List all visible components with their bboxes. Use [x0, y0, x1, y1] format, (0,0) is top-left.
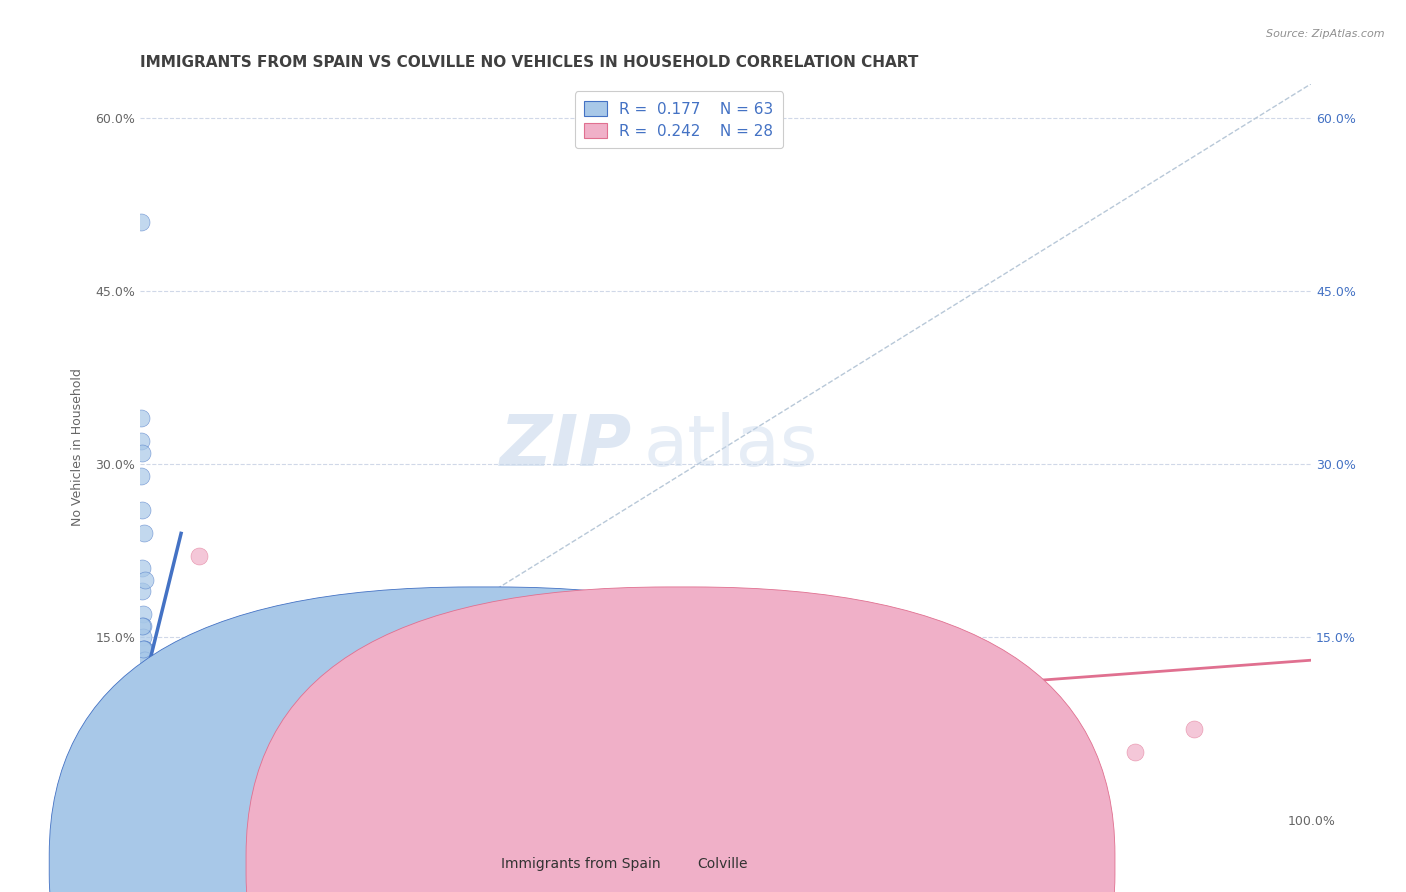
Point — [139, 699, 162, 714]
Point — [655, 746, 678, 760]
Point — [129, 215, 152, 229]
Point — [136, 699, 159, 714]
Point — [148, 723, 170, 737]
Point — [187, 549, 209, 564]
Point — [131, 561, 153, 575]
Point — [1007, 734, 1029, 748]
Point — [138, 699, 160, 714]
Point — [134, 688, 156, 702]
Point — [131, 584, 153, 599]
Text: atlas: atlas — [644, 412, 818, 482]
Point — [134, 768, 156, 782]
Point — [598, 711, 620, 725]
Point — [155, 746, 177, 760]
Point — [129, 434, 152, 449]
Point — [141, 711, 163, 725]
Point — [134, 665, 156, 679]
Point — [305, 688, 328, 702]
Point — [134, 573, 156, 587]
Point — [132, 618, 155, 632]
Point — [134, 653, 156, 667]
Point — [131, 446, 153, 460]
Point — [131, 607, 153, 621]
Point — [135, 688, 157, 702]
Point — [129, 699, 152, 714]
Point — [132, 756, 155, 771]
Point — [1182, 723, 1205, 737]
Point — [134, 665, 156, 679]
Text: IMMIGRANTS FROM SPAIN VS COLVILLE NO VEHICLES IN HOUSEHOLD CORRELATION CHART: IMMIGRANTS FROM SPAIN VS COLVILLE NO VEH… — [141, 55, 918, 70]
Point — [135, 699, 157, 714]
Point — [135, 676, 157, 690]
Point — [773, 711, 796, 725]
Point — [142, 711, 165, 725]
Point — [149, 734, 172, 748]
Point — [134, 768, 156, 782]
Point — [139, 734, 162, 748]
Text: Source: ZipAtlas.com: Source: ZipAtlas.com — [1267, 29, 1385, 38]
Point — [949, 711, 972, 725]
Point — [136, 756, 159, 771]
Point — [159, 746, 181, 760]
Point — [141, 711, 163, 725]
Point — [134, 665, 156, 679]
Point — [890, 723, 912, 737]
Point — [136, 688, 159, 702]
Point — [135, 676, 157, 690]
Point — [134, 653, 156, 667]
Point — [165, 756, 187, 771]
Point — [1125, 746, 1147, 760]
Y-axis label: No Vehicles in Household: No Vehicles in Household — [72, 368, 84, 526]
Point — [138, 723, 160, 737]
Point — [1066, 734, 1088, 748]
Legend: R =  0.177    N = 63, R =  0.242    N = 28: R = 0.177 N = 63, R = 0.242 N = 28 — [575, 92, 783, 148]
Point — [143, 723, 166, 737]
Point — [136, 780, 159, 794]
Point — [150, 734, 173, 748]
Point — [132, 526, 155, 541]
Point — [162, 756, 184, 771]
Point — [131, 468, 153, 483]
Point — [129, 711, 152, 725]
Point — [422, 641, 444, 656]
Point — [831, 711, 853, 725]
Point — [157, 746, 180, 760]
Point — [129, 411, 152, 425]
Point — [132, 630, 155, 644]
Point — [136, 711, 159, 725]
Point — [166, 756, 188, 771]
Point — [132, 641, 155, 656]
Point — [538, 711, 561, 725]
Point — [138, 699, 160, 714]
Point — [135, 768, 157, 782]
Point — [134, 665, 156, 679]
Point — [136, 780, 159, 794]
Text: Immigrants from Spain: Immigrants from Spain — [501, 857, 661, 871]
Point — [131, 618, 153, 632]
Text: Colville: Colville — [697, 857, 748, 871]
Point — [136, 699, 159, 714]
Point — [135, 688, 157, 702]
Point — [136, 699, 159, 714]
Point — [136, 688, 159, 702]
Point — [141, 711, 163, 725]
Text: ZIP: ZIP — [499, 412, 631, 482]
Point — [152, 734, 174, 748]
Point — [131, 503, 153, 517]
Point — [132, 641, 155, 656]
Point — [136, 746, 159, 760]
Point — [145, 723, 167, 737]
Point — [131, 734, 153, 748]
Point — [170, 768, 193, 782]
Point — [131, 723, 153, 737]
Point — [146, 723, 169, 737]
Point — [135, 780, 157, 794]
Point — [132, 746, 155, 760]
Point — [132, 641, 155, 656]
Point — [139, 699, 162, 714]
Point — [714, 746, 737, 760]
Point — [134, 768, 156, 782]
Point — [135, 676, 157, 690]
Point — [143, 711, 166, 725]
